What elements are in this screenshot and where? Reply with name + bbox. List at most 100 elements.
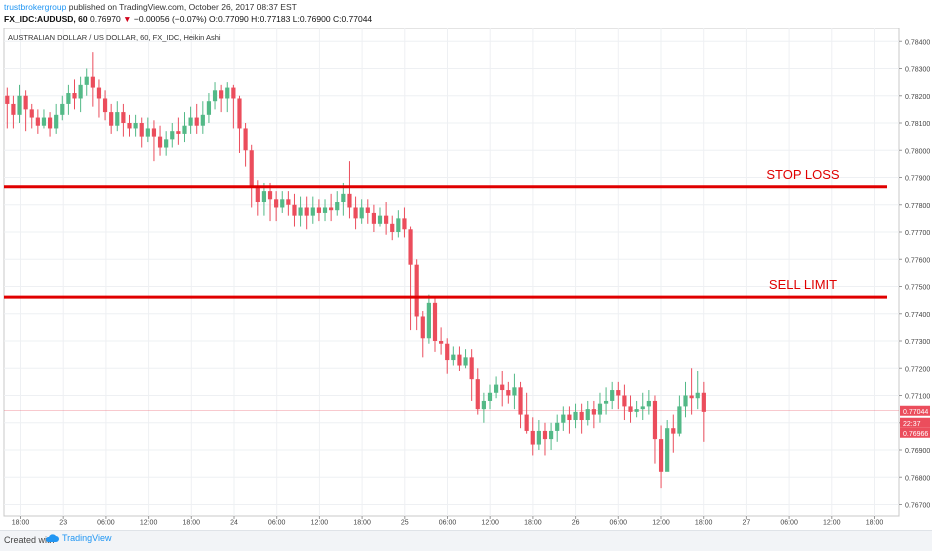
candle-body <box>206 101 212 115</box>
annotation-label: STOP LOSS <box>766 167 840 182</box>
candle-body <box>426 302 431 339</box>
candle-body <box>286 199 291 205</box>
candle-body <box>500 384 505 391</box>
y-tick-label: 0.78200 <box>905 94 930 101</box>
candle-body <box>11 103 16 115</box>
y-tick-label: 0.77500 <box>905 285 930 292</box>
tradingview-logo[interactable]: TradingView <box>45 533 112 543</box>
candle-body <box>255 185 260 203</box>
candle-body <box>304 207 309 216</box>
created-with-text: Created with <box>4 535 55 545</box>
countdown-tag-box <box>900 417 930 428</box>
candle-body <box>616 390 621 396</box>
x-tick-label: 24 <box>230 520 238 527</box>
candle-body <box>512 387 517 396</box>
candle-body <box>487 392 493 401</box>
candle-body <box>54 114 59 129</box>
candle-body <box>548 430 554 440</box>
candle-body <box>347 193 352 208</box>
candle-body <box>127 123 132 129</box>
candle-body <box>432 302 438 341</box>
y-tick-label: 0.77700 <box>905 230 930 237</box>
chart-title: AUSTRALIAN DOLLAR / US DOLLAR, 60, FX_ID… <box>8 33 221 42</box>
candle-body <box>451 354 456 361</box>
candle-body <box>200 114 205 126</box>
candle-body <box>439 341 444 344</box>
candle-body <box>280 199 285 208</box>
candle-body <box>219 90 224 99</box>
candle-body <box>463 357 468 366</box>
y-tick-label: 0.77900 <box>905 176 930 183</box>
x-tick-label: 12:00 <box>823 520 841 527</box>
y-tick-label: 0.78300 <box>905 67 930 74</box>
candle-body <box>23 95 28 110</box>
candle-body <box>445 343 450 361</box>
publish-line: trustbrokergroup published on TradingVie… <box>4 2 297 12</box>
candle-body <box>701 392 706 412</box>
x-tick-label: 12:00 <box>140 520 158 527</box>
candle-body <box>188 117 193 126</box>
y-tick-label: 0.77200 <box>905 366 930 373</box>
candle-body <box>249 150 254 186</box>
candle-body <box>29 109 34 118</box>
price-chart[interactable]: 0.78400 0.78300 0.78200 0.78100 0.78000 0.779… <box>0 27 932 528</box>
candle-body <box>622 395 627 407</box>
candle-body <box>316 207 322 213</box>
candle-body <box>5 95 10 104</box>
candle-body <box>182 125 187 134</box>
candle-body <box>494 384 499 393</box>
candle-body <box>96 87 102 99</box>
candle-body <box>170 131 175 140</box>
candle-body <box>164 139 169 148</box>
author-link[interactable]: trustbrokergroup <box>4 2 67 12</box>
candle-body <box>567 414 572 421</box>
candle-body <box>475 379 480 410</box>
candle-body <box>231 87 236 99</box>
current-price-tag-box <box>900 405 930 416</box>
y-tick-label: 0.76900 <box>905 448 930 455</box>
candle-body <box>536 430 541 445</box>
y-tick-label: 0.78100 <box>905 121 930 128</box>
x-tick-label: 18:00 <box>695 520 713 527</box>
x-tick-label: 12:00 <box>652 520 670 527</box>
candle-body <box>481 400 486 410</box>
x-tick-label: 26 <box>572 520 580 527</box>
candle-body <box>102 98 108 113</box>
candle-body <box>267 191 273 200</box>
candle-body <box>377 215 383 224</box>
candle-body <box>225 87 230 99</box>
candle-body <box>151 128 157 137</box>
candle-body <box>579 411 584 421</box>
candle-body <box>194 117 199 126</box>
candle-body <box>353 207 358 219</box>
candle-body <box>157 136 163 148</box>
candle-body <box>671 428 676 434</box>
candle-body <box>524 414 529 431</box>
x-tick-label: 25 <box>401 520 409 527</box>
candle-body <box>634 409 639 412</box>
candle-body <box>591 409 596 415</box>
candle-body <box>133 123 138 129</box>
candle-body <box>47 117 53 129</box>
candle-body <box>396 218 401 232</box>
candle-body <box>665 428 670 472</box>
chart-area[interactable]: 0.78400 0.78300 0.78200 0.78100 0.78000 0.779… <box>0 27 932 528</box>
candle-body <box>628 406 633 412</box>
candle-body <box>109 112 114 126</box>
candle-body <box>689 395 694 399</box>
candle-body <box>298 207 303 216</box>
ohlc-low: L:0.76900 <box>292 14 331 24</box>
footer: Created with TradingView <box>0 530 932 551</box>
candle-body <box>139 123 144 137</box>
candle-body <box>506 390 511 396</box>
candle-body <box>310 207 315 216</box>
plot-frame <box>3 27 900 517</box>
candle-body <box>561 414 566 423</box>
x-tick-label: 18:00 <box>12 520 30 527</box>
candle-body <box>658 439 664 472</box>
y-tick-label: 0.78000 <box>905 148 930 155</box>
candle-body <box>646 400 651 407</box>
candle-body <box>530 430 535 445</box>
candle-body <box>66 93 71 104</box>
candle-body <box>652 400 658 440</box>
